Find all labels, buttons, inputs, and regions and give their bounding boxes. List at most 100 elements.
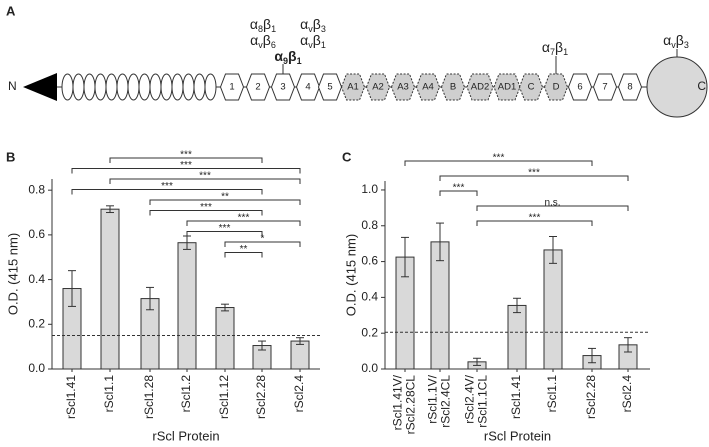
significance-label: * <box>261 234 265 245</box>
integrin-subscript: 1 <box>321 40 326 50</box>
significance-bracket <box>71 189 263 195</box>
integrin-subscript: 3 <box>684 40 689 50</box>
repeat-ellipse <box>127 73 140 101</box>
y-tick-label: 0.0 <box>361 361 378 375</box>
x-tick-label-line: rScl1.41V/ <box>391 374 405 430</box>
x-tick-label-line: rScl1.41 <box>509 375 523 419</box>
significance-bracket <box>224 252 263 258</box>
significance-label: ** <box>240 244 248 255</box>
domain-label: 6 <box>577 82 582 93</box>
domain-label: D <box>553 82 560 93</box>
domain-hexagon <box>440 73 466 101</box>
repeat-ellipse <box>204 73 217 101</box>
significance-bracket <box>404 160 593 166</box>
integrin-subscript: v <box>308 24 313 34</box>
bar <box>507 304 527 370</box>
integrin-symbol: α <box>542 39 550 55</box>
significance-bracket <box>476 220 593 226</box>
domain-label: A3 <box>397 82 409 93</box>
repeat-ellipse <box>94 73 107 101</box>
x-tick-label-line: rScl1.1CL <box>476 375 490 428</box>
x-tick-label: rScl2.28 <box>584 375 598 419</box>
x-tick-label: rScl2.28 <box>254 375 268 419</box>
y-tick-label: 0.2 <box>361 325 378 339</box>
error-bar <box>221 303 229 312</box>
significance-bracket <box>186 220 301 226</box>
x-tick-label-line: rScl2.28 <box>254 375 268 419</box>
y-tick-label: 0.4 <box>28 272 45 286</box>
integrin-symbol: β <box>555 39 563 55</box>
integrin-subscript: 1 <box>271 24 276 34</box>
integrin-symbol: β <box>313 16 321 32</box>
repeat-ellipses <box>61 73 217 101</box>
significance-label: *** <box>199 171 211 182</box>
significance-bracket <box>109 178 301 184</box>
significance-bracket <box>109 157 263 163</box>
significance-bracket <box>186 231 263 237</box>
significance-bracket <box>439 190 478 196</box>
domain-hexagon <box>567 73 593 101</box>
integrin-subscript: 7 <box>550 47 555 57</box>
repeat-ellipse <box>171 73 184 101</box>
x-tick-label: rScl1.1 <box>102 375 116 413</box>
domain-label: 1 <box>229 82 234 93</box>
domain-label: AD2 <box>471 82 489 93</box>
integrin-symbol: β <box>313 32 321 48</box>
repeat-ellipse <box>160 73 173 101</box>
repeat-ellipse <box>138 73 151 101</box>
significance-label: *** <box>238 213 250 224</box>
domain-label: B <box>450 82 456 93</box>
x-tick-label-line: rScl1.1 <box>102 375 116 413</box>
significance-label: *** <box>200 202 212 213</box>
bar <box>543 249 563 370</box>
significance-bracket <box>71 168 301 174</box>
x-tick-label-line: rScl1.41 <box>64 375 78 419</box>
significance-label: *** <box>493 153 505 164</box>
y-tick-label: 0.6 <box>28 227 45 241</box>
error-bar <box>68 270 76 307</box>
error-bar <box>106 205 114 214</box>
repeat-ellipse <box>72 73 85 101</box>
domain-hexagon <box>617 73 643 101</box>
integrin-subscript: 1 <box>563 47 568 57</box>
domain-hexagon <box>270 73 296 101</box>
domain-hexagon <box>543 73 569 101</box>
repeat-ellipse <box>61 73 74 101</box>
x-tick-label: rScl1.1V/rScl2.4CL <box>426 374 453 427</box>
y-tick-label: 1.0 <box>361 182 378 196</box>
x-tick-label: rScl2.4 <box>620 375 634 413</box>
y-tick-label: 0.6 <box>361 254 378 268</box>
domain-label: A4 <box>422 82 434 93</box>
x-tick-label-line: rScl1.2 <box>179 375 193 413</box>
x-tick-label-line: rScl2.28CL <box>404 375 418 435</box>
significance-label: *** <box>180 150 192 161</box>
significance-label: *** <box>529 213 541 224</box>
x-tick-label: rScl1.41V/rScl2.28CL <box>391 374 418 434</box>
repeat-ellipse <box>182 73 195 101</box>
error-bar <box>436 222 444 262</box>
significance-bracket <box>149 210 263 216</box>
error-bar <box>588 347 596 364</box>
error-bar <box>513 297 521 314</box>
integrin-subscript: v <box>671 40 676 50</box>
panel-label: B <box>6 149 15 164</box>
x-tick-label: rScl2.4V/rScl1.1CL <box>463 374 490 427</box>
integrin-subscript: 1 <box>297 56 302 66</box>
x-tick-label-line: rScl1.1V/ <box>426 374 440 423</box>
domain-hexagon <box>245 73 271 101</box>
domain-label: 7 <box>602 82 607 93</box>
integrin-symbol: α <box>663 32 671 48</box>
significance-label: *** <box>161 181 173 192</box>
x-tick-label-line: rScl2.4V/ <box>463 374 477 423</box>
domain-label: 2 <box>255 82 260 93</box>
integrin-symbol: α <box>274 48 283 64</box>
domain-hexagon <box>518 73 544 101</box>
y-axis-title: O.D. (415 nm) <box>5 233 20 315</box>
integrin-symbol: α <box>250 32 258 48</box>
c-terminus: C <box>697 79 706 93</box>
integrin-label: αvβ1 <box>300 32 326 51</box>
x-tick-label-line: rScl1.12 <box>217 375 231 419</box>
integrin-subscript: 8 <box>258 24 263 34</box>
bar <box>290 340 310 370</box>
y-tick-label: 0.8 <box>28 182 45 196</box>
